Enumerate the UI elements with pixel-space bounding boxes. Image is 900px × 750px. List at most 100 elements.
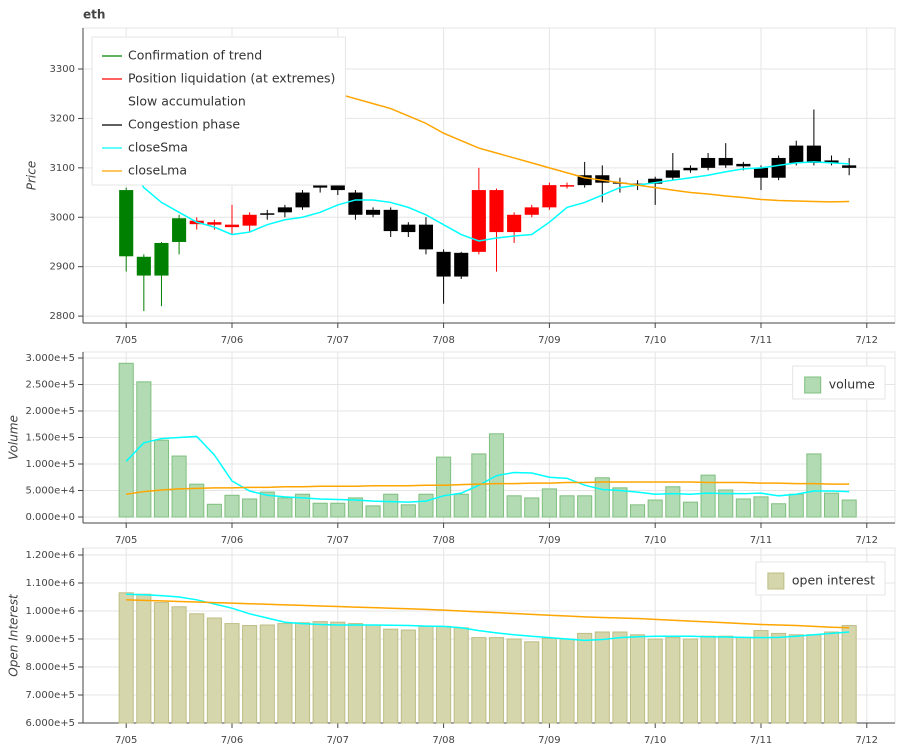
- bar: [771, 632, 787, 724]
- bar: [259, 624, 275, 724]
- y-tick-label: 1.000e+5: [25, 459, 75, 470]
- bar: [453, 627, 469, 724]
- bar: [224, 494, 240, 518]
- bar: [383, 628, 399, 724]
- y-axis-label: Price: [25, 161, 39, 190]
- candle-body: [701, 157, 716, 168]
- legend-label: volume: [829, 377, 876, 392]
- bar: [118, 592, 134, 724]
- x-tick-label: 7/11: [750, 535, 772, 546]
- y-tick-label: 3100: [50, 163, 75, 174]
- bar: [189, 483, 205, 518]
- legend: Confirmation of trend Position liquidatio…: [91, 36, 346, 186]
- candle-body: [842, 165, 857, 168]
- bar: [383, 493, 399, 518]
- bar: [171, 606, 187, 724]
- bar: [436, 456, 452, 518]
- legend-label: Congestion phase: [128, 117, 240, 132]
- y-tick-label: 2900: [50, 262, 75, 273]
- candle-body: [771, 157, 786, 178]
- candle-body: [559, 185, 575, 187]
- candle-body: [718, 157, 733, 166]
- x-tick-label: 7/09: [538, 535, 560, 546]
- bar: [294, 622, 311, 724]
- bar: [630, 504, 646, 518]
- bar: [559, 638, 575, 724]
- bar: [206, 503, 222, 518]
- bar: [136, 593, 152, 724]
- bar: [365, 505, 381, 518]
- y-tick-label: 0.000e+0: [25, 512, 75, 523]
- x-tick-label: 7/08: [432, 335, 454, 346]
- x-tick-label: 7/12: [856, 335, 878, 346]
- legend-label: closeLma: [128, 163, 187, 178]
- candle-body: [277, 207, 292, 213]
- bar: [665, 486, 681, 518]
- bar: [559, 495, 575, 518]
- candle-body: [471, 190, 486, 252]
- y-tick-label: 3200: [50, 113, 75, 124]
- bar: [471, 637, 487, 724]
- candle-body: [207, 222, 222, 225]
- bar: [171, 455, 187, 518]
- x-tick-label: 7/05: [115, 735, 137, 746]
- candle-body: [577, 175, 592, 186]
- candle-body: [242, 214, 257, 226]
- candle-body: [507, 214, 522, 233]
- x-tick-label: 7/08: [432, 535, 454, 546]
- candle-body: [789, 145, 804, 163]
- y-tick-label: 3000: [50, 212, 75, 223]
- y-tick-label: 8.000e+5: [25, 662, 75, 673]
- bar: [577, 632, 593, 724]
- bar: [753, 496, 769, 518]
- bar: [541, 637, 557, 724]
- x-tick-label: 7/10: [644, 335, 666, 346]
- bar: [735, 637, 751, 724]
- bar: [700, 635, 716, 724]
- legend-box: [91, 36, 346, 186]
- y-tick-label: 3300: [50, 64, 75, 75]
- candle-body: [665, 170, 680, 178]
- bar: [418, 625, 434, 724]
- candle-body: [172, 218, 187, 242]
- y-tick-label: 7.000e+5: [25, 690, 75, 701]
- x-tick-label: 7/06: [221, 335, 243, 346]
- bar: [330, 502, 346, 518]
- line-series: [125, 435, 850, 503]
- bar: [242, 625, 258, 724]
- bar: [788, 634, 804, 724]
- candle-body: [224, 224, 240, 228]
- bar: [206, 617, 222, 724]
- bar: [365, 624, 381, 724]
- candle-body: [313, 185, 328, 188]
- candle-body: [595, 175, 610, 183]
- bar: [665, 637, 681, 724]
- bar: [506, 495, 522, 518]
- bar: [806, 634, 822, 724]
- x-tick-label: 7/07: [327, 535, 349, 546]
- bar: [153, 602, 170, 724]
- x-tick-label: 7/12: [856, 535, 878, 546]
- legend-label: Confirmation of trend: [128, 48, 262, 63]
- bar: [400, 629, 416, 724]
- x-tick-label: 7/11: [750, 735, 772, 746]
- legend: volume: [792, 365, 886, 400]
- line-series: [126, 481, 850, 495]
- bar: [823, 631, 840, 724]
- y-tick-label: 2.000e+5: [25, 406, 75, 417]
- bar: [806, 453, 822, 518]
- bar: [312, 621, 328, 724]
- bar: [189, 613, 205, 724]
- candle-body: [383, 209, 398, 232]
- bar: [277, 623, 293, 724]
- y-tick-label: 1.200e+6: [25, 550, 75, 561]
- candle-body: [366, 209, 381, 215]
- chart-title: eth: [83, 8, 105, 22]
- bar: [312, 502, 328, 518]
- x-tick-label: 7/05: [115, 335, 137, 346]
- x-tick-label: 7/09: [538, 335, 560, 346]
- y-axis-label: Open Interest: [7, 593, 21, 677]
- candle-body: [736, 163, 751, 167]
- y-tick-label: 1.100e+6: [25, 578, 75, 589]
- candle-body: [418, 224, 434, 250]
